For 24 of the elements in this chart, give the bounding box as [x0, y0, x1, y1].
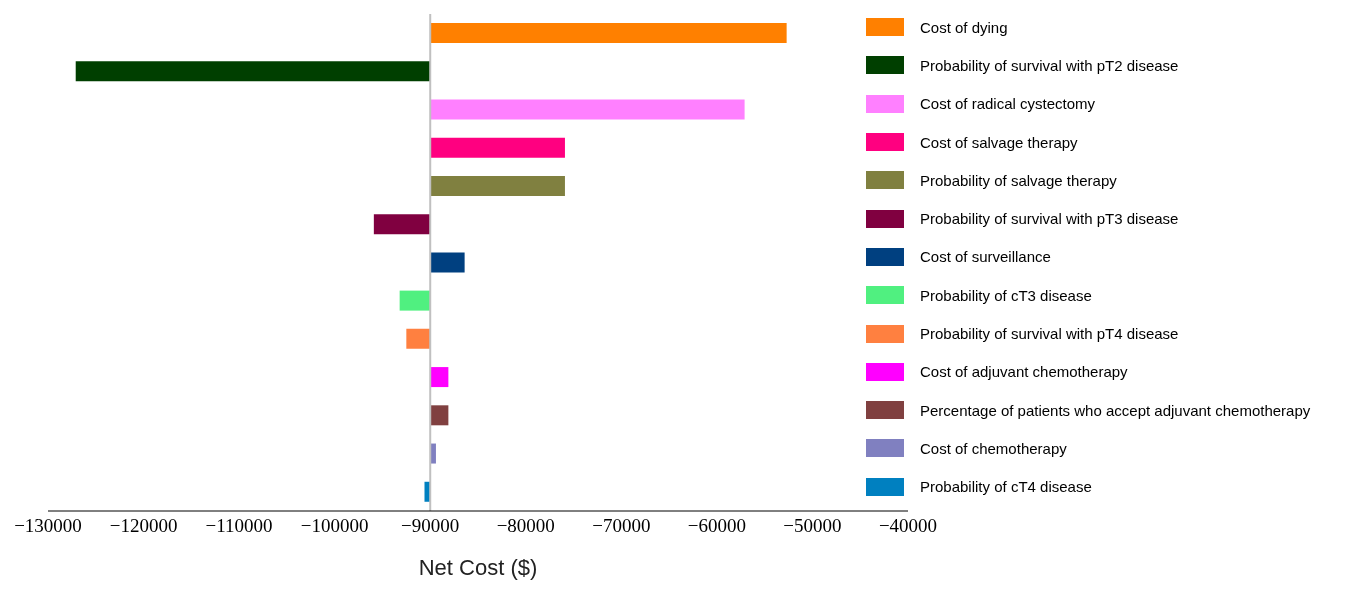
- x-tick-label: −130000: [14, 515, 82, 537]
- legend-label: Probability of cT3 disease: [920, 286, 1092, 304]
- legend-label: Cost of chemotherapy: [920, 439, 1067, 457]
- legend-label: Cost of salvage therapy: [920, 133, 1078, 151]
- x-axis-title: Net Cost ($): [418, 555, 538, 580]
- legend-label: Probability of cT4 disease: [920, 478, 1092, 496]
- x-tick-label: −60000: [687, 515, 746, 537]
- x-tick-label: −90000: [401, 515, 460, 537]
- legend-label: Probability of salvage therapy: [920, 171, 1117, 189]
- x-tick-label: −100000: [300, 515, 369, 537]
- x-tick-label: −120000: [109, 515, 178, 537]
- legend-label: Cost of radical cystectomy: [920, 95, 1096, 113]
- legend-label: Percentage of patients who accept adjuvant chemotherapy: [920, 401, 1311, 419]
- x-tick-label: −110000: [205, 515, 273, 537]
- legend-label: Cost of surveillance: [920, 248, 1051, 266]
- legend-label: Probability of survival with pT3 disease: [920, 210, 1179, 228]
- x-tick-label: −50000: [783, 515, 842, 537]
- legend-label: Cost of adjuvant chemotherapy: [920, 363, 1128, 381]
- x-tick-label: −80000: [496, 515, 555, 537]
- x-tick-label: −70000: [592, 515, 651, 537]
- legend-label: Cost of dying: [920, 18, 1008, 36]
- legend-label: Probability of survival with pT4 disease: [920, 325, 1179, 343]
- legend-label: Probability of survival with pT2 disease: [920, 56, 1179, 74]
- x-tick-label: −40000: [878, 515, 938, 537]
